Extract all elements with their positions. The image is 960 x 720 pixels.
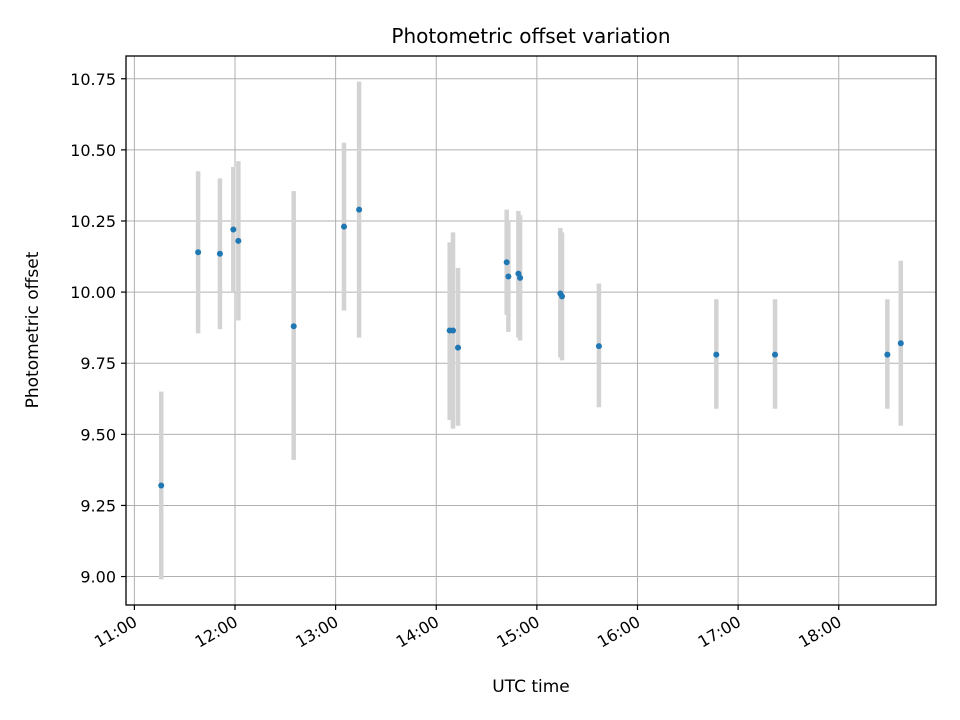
chart-title: Photometric offset variation bbox=[391, 24, 670, 48]
data-point bbox=[356, 206, 363, 213]
x-axis-title: UTC time bbox=[492, 677, 570, 697]
data-point bbox=[772, 351, 779, 358]
data-point bbox=[195, 249, 202, 256]
y-axis-title: Photometric offset bbox=[23, 251, 43, 408]
y-tick-label: 9.75 bbox=[80, 354, 116, 373]
data-point bbox=[503, 259, 510, 266]
y-tick-label: 10.00 bbox=[70, 283, 116, 302]
y-tick-label: 9.50 bbox=[80, 425, 116, 444]
y-tick-label: 9.00 bbox=[80, 568, 116, 587]
data-point bbox=[595, 343, 602, 350]
y-axis: 9.00 9.25 9.50 9.75 10.00 10.25 10.50 10.75 bbox=[70, 70, 126, 587]
data-point bbox=[884, 351, 891, 358]
data-point bbox=[216, 250, 223, 257]
grid bbox=[126, 56, 936, 605]
data-point bbox=[713, 351, 720, 358]
y-tick-label: 9.25 bbox=[80, 496, 116, 515]
data-points bbox=[158, 206, 904, 489]
data-point bbox=[341, 223, 348, 230]
data-point bbox=[450, 327, 457, 334]
data-point bbox=[230, 226, 237, 233]
data-point bbox=[235, 237, 242, 244]
data-point bbox=[897, 340, 904, 347]
plot-frame bbox=[125, 55, 937, 606]
data-point bbox=[290, 323, 297, 330]
data-point bbox=[517, 274, 524, 281]
data-point bbox=[559, 293, 566, 300]
y-tick-label: 10.50 bbox=[70, 141, 116, 160]
data-point bbox=[158, 482, 165, 489]
y-tick-label: 10.75 bbox=[70, 70, 116, 89]
y-tick-label: 10.25 bbox=[70, 212, 116, 231]
data-point bbox=[505, 273, 512, 280]
data-point bbox=[455, 344, 462, 351]
